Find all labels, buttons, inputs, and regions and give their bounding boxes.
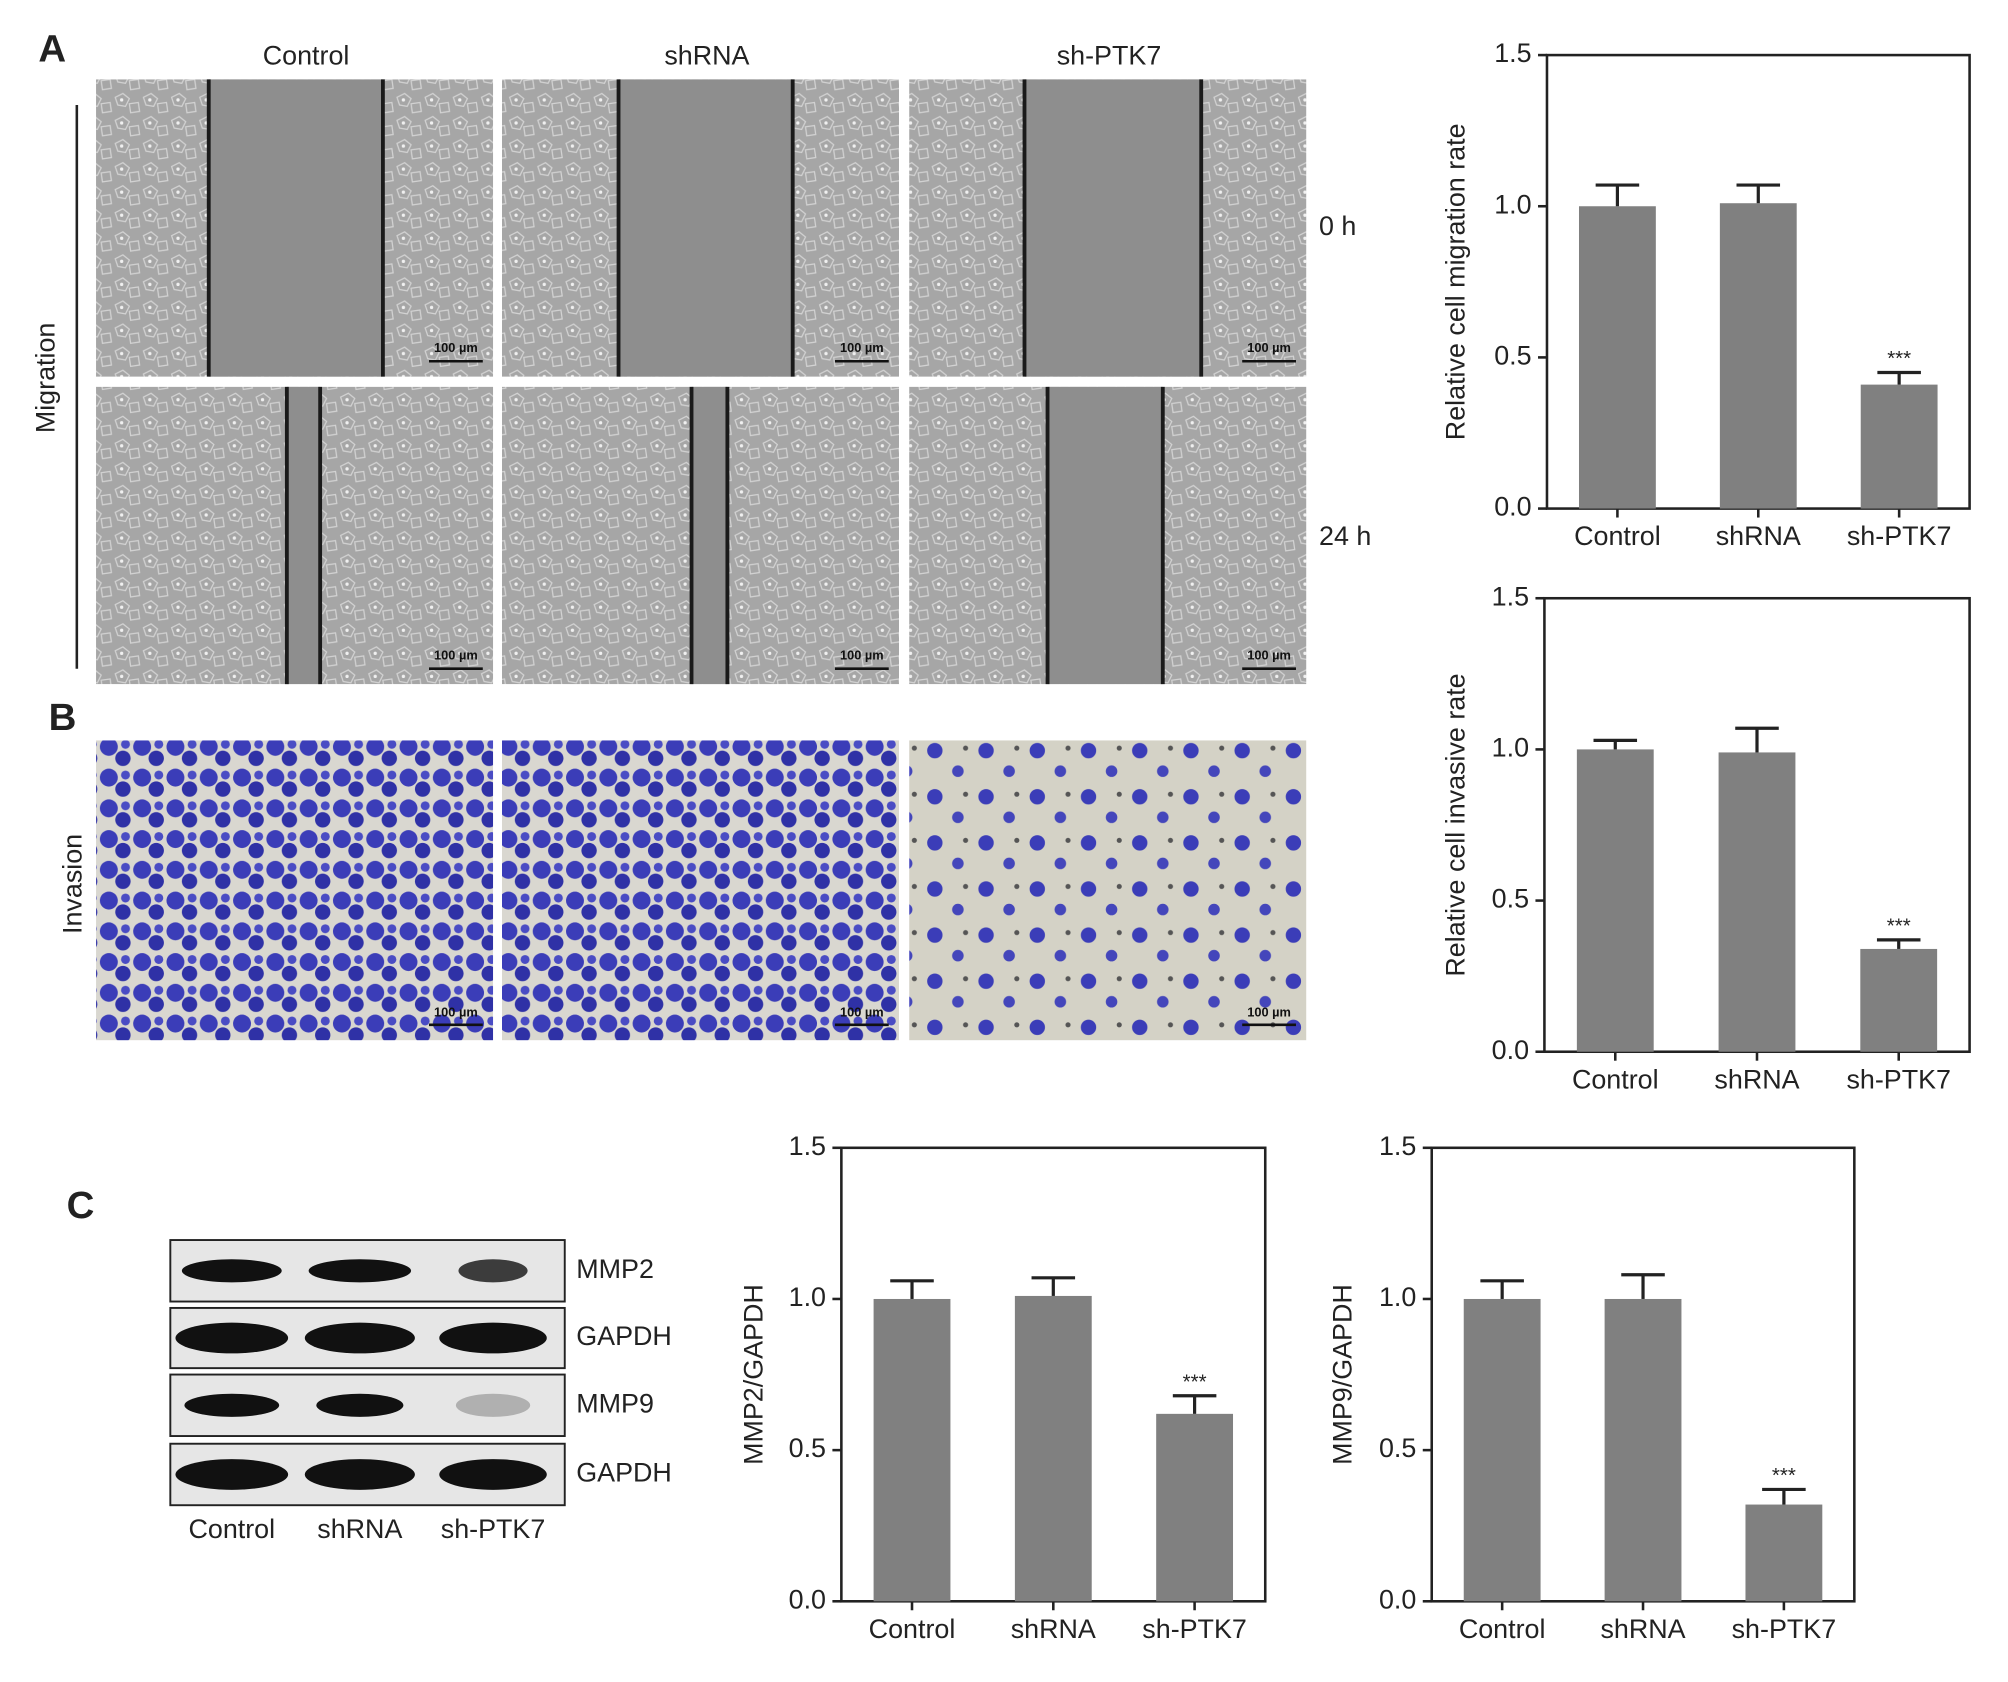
- band: [184, 1393, 280, 1417]
- scale-bar-label: 100 µm: [1247, 647, 1291, 662]
- scale-bar-label: 100 µm: [840, 647, 884, 662]
- bar: [1745, 1504, 1823, 1602]
- scale-bar-label: 100 µm: [840, 340, 884, 355]
- panel-label: C: [67, 1184, 95, 1227]
- significance: ***: [1887, 914, 1911, 937]
- y-tick-label: 0.5: [789, 1433, 826, 1463]
- significance: ***: [1887, 347, 1911, 370]
- y-tick-label: 1.0: [789, 1282, 826, 1312]
- y-tick-label: 0.0: [1379, 1584, 1416, 1614]
- x-tick-label: Control: [1459, 1614, 1546, 1644]
- bar: [1860, 384, 1938, 509]
- scale-bar-label: 100 µm: [1247, 1005, 1291, 1020]
- time-label: 24 h: [1319, 521, 1371, 551]
- x-tick-label: Control: [1572, 1064, 1659, 1094]
- wound-gap: [1024, 79, 1202, 377]
- y-tick-label: 1.5: [1379, 1131, 1416, 1161]
- western-blot: MMP2 GAPDH MMP9 GAPDH Control shRNA sh-PTK7: [169, 1239, 672, 1544]
- y-tick-label: 1.0: [1494, 189, 1531, 219]
- lane-label: sh-PTK7: [441, 1514, 546, 1544]
- charts: 0.0 0.5 1.0 1.5 Relative cell migration rate…: [739, 38, 1971, 1644]
- x-tick-label: shRNA: [1714, 1064, 1799, 1094]
- scale-bar-label: 100 µm: [434, 1005, 478, 1020]
- bar: [1463, 1298, 1541, 1602]
- row-label: Migration: [30, 323, 60, 434]
- wound-gap: [286, 386, 321, 685]
- protein-label: GAPDH: [576, 1458, 672, 1488]
- x-tick-label: Control: [1574, 521, 1661, 551]
- y-tick-label: 1.5: [1494, 38, 1531, 68]
- y-tick-label: 1.0: [1492, 733, 1529, 763]
- band: [458, 1259, 528, 1283]
- y-tick-label: 0.5: [1379, 1433, 1416, 1463]
- significance: ***: [1183, 1370, 1207, 1393]
- invasion-image: [502, 740, 899, 1041]
- bar: [1718, 752, 1796, 1052]
- band: [439, 1322, 547, 1354]
- invasion-image: [96, 740, 494, 1041]
- bar: [1604, 1298, 1682, 1602]
- wound-gap: [1047, 386, 1163, 685]
- band: [308, 1259, 412, 1283]
- band: [304, 1322, 415, 1354]
- y-tick-label: 0.0: [1494, 492, 1531, 522]
- invasion-image: [909, 740, 1307, 1041]
- wound-gap: [618, 79, 793, 377]
- band: [439, 1459, 547, 1490]
- protein-label: MMP2: [576, 1254, 654, 1284]
- significance: ***: [1772, 1464, 1796, 1487]
- bar: [1156, 1413, 1234, 1602]
- protein-label: GAPDH: [576, 1321, 672, 1351]
- y-axis-label: MMP2/GAPDH: [739, 1284, 769, 1465]
- y-axis-label: MMP9/GAPDH: [1328, 1284, 1358, 1465]
- scale-bar-label: 100 µm: [434, 340, 478, 355]
- scale-bar-label: 100 µm: [840, 1005, 884, 1020]
- bar: [1014, 1295, 1092, 1602]
- lane-label: shRNA: [317, 1514, 402, 1544]
- band: [316, 1393, 404, 1417]
- y-axis-label: Relative cell invasive rate: [1440, 673, 1470, 976]
- panel-label: B: [49, 696, 77, 739]
- column-header: shRNA: [664, 41, 749, 71]
- band: [175, 1459, 289, 1490]
- y-tick-label: 0.0: [789, 1584, 826, 1614]
- scale-bar-label: 100 µm: [1247, 340, 1291, 355]
- y-tick-label: 1.5: [789, 1131, 826, 1161]
- scale-bar-label: 100 µm: [434, 647, 478, 662]
- column-header: sh-PTK7: [1057, 41, 1162, 71]
- panel-label: A: [38, 27, 66, 70]
- x-tick-label: shRNA: [1716, 521, 1801, 551]
- y-axis-label: Relative cell migration rate: [1440, 123, 1470, 440]
- x-tick-label: shRNA: [1011, 1614, 1096, 1644]
- bar: [1860, 948, 1938, 1052]
- bar: [873, 1298, 951, 1602]
- y-tick-label: 0.5: [1492, 884, 1529, 914]
- band: [181, 1259, 282, 1283]
- band: [455, 1393, 531, 1417]
- bar: [1578, 206, 1656, 509]
- protein-label: MMP9: [576, 1388, 654, 1418]
- x-tick-label: sh-PTK7: [1732, 1614, 1837, 1644]
- bar: [1719, 203, 1797, 509]
- y-tick-label: 0.0: [1492, 1035, 1529, 1065]
- x-tick-label: Control: [869, 1614, 956, 1644]
- bar: [1576, 749, 1654, 1052]
- band: [175, 1322, 289, 1354]
- time-label: 0 h: [1319, 211, 1356, 241]
- wound-gap: [208, 79, 383, 377]
- band: [304, 1459, 415, 1490]
- row-label: Invasion: [57, 834, 87, 934]
- x-tick-label: shRNA: [1600, 1614, 1685, 1644]
- lane-label: Control: [188, 1514, 275, 1544]
- x-tick-label: sh-PTK7: [1846, 1064, 1951, 1094]
- y-tick-label: 0.5: [1494, 341, 1531, 371]
- x-tick-label: sh-PTK7: [1142, 1614, 1247, 1644]
- wound-gap: [691, 386, 728, 685]
- x-tick-label: sh-PTK7: [1847, 521, 1952, 551]
- column-header: Control: [263, 41, 350, 71]
- micrographs: 100 µm 100 µm 100 µm 100 µm 100 µm 100 µm 100 …: [96, 79, 1307, 1041]
- y-tick-label: 1.5: [1492, 581, 1529, 611]
- y-tick-label: 1.0: [1379, 1282, 1416, 1312]
